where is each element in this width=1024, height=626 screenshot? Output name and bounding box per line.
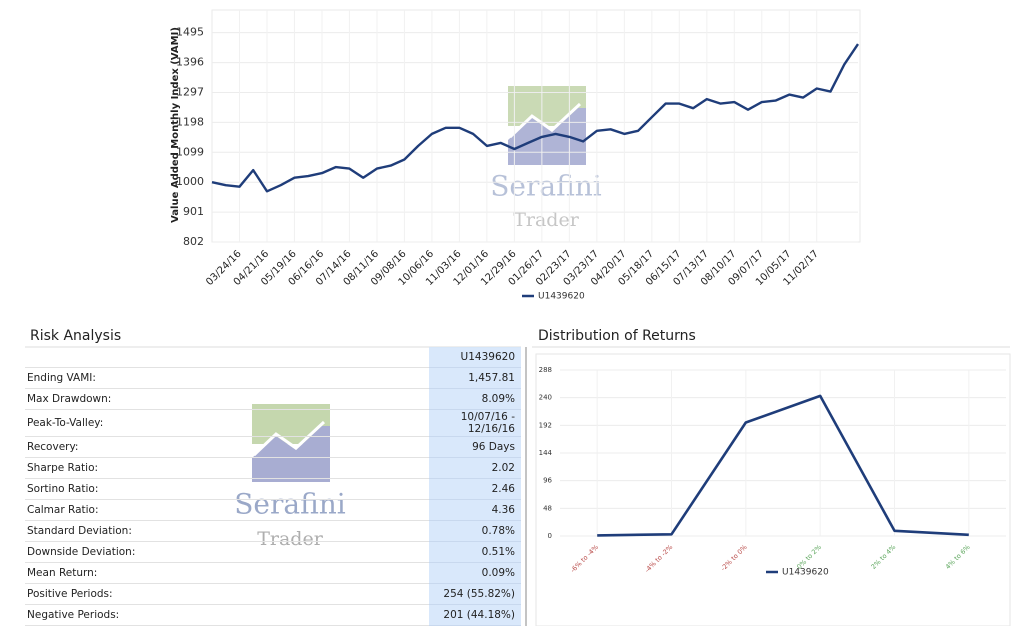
row: Peak-To-Valley: 10/07/16 - 12/16/16 (25, 409, 521, 437)
x-tick-label: -2% to 0% (719, 543, 748, 572)
cell: Mean Return: (25, 562, 429, 584)
cell: Downside Deviation: (25, 541, 429, 563)
watermark-name: Serafini (490, 170, 602, 203)
y-tick-label: 240 (539, 394, 552, 402)
column-header: U1439620 (429, 347, 521, 368)
legend-label: U1439620 (782, 568, 829, 578)
cell: Max Drawdown: (25, 388, 429, 410)
cell: Recovery: (25, 436, 429, 458)
y-tick-label: 1099 (176, 145, 204, 158)
x-tick-label: -6% to -4% (569, 543, 600, 574)
y-tick-label: 1198 (176, 115, 204, 128)
y-tick-label: 802 (183, 235, 204, 248)
y-tick-label: 1297 (176, 85, 204, 98)
x-tick-label: 2% to 4% (870, 543, 898, 571)
row: Ending VAMI: 1,457.81 (25, 367, 521, 389)
row: Mean Return: 0.09% (25, 562, 521, 584)
row: Downside Deviation: 0.51% (25, 541, 521, 563)
row: Calmar Ratio: 4.36 (25, 499, 521, 521)
y-tick-label: 48 (543, 504, 552, 512)
cell: Positive Periods: (25, 583, 429, 605)
y-tick-label: 96 (543, 477, 552, 485)
risk-table: U1439620 Ending VAMI: 1,457.81 Max Drawdo… (25, 347, 521, 626)
y-tick-label: 1396 (176, 56, 204, 69)
row: Negative Periods: 201 (44.18%) (25, 604, 521, 626)
y-tick-label: 192 (539, 421, 552, 429)
y-tick-label: 1495 (176, 26, 204, 39)
cell: Peak-To-Valley: (25, 409, 429, 437)
y-tick-label: 1000 (176, 175, 204, 188)
chart-title: Distribution of Returns (538, 328, 696, 344)
cell: 201 (44.18%) (429, 604, 521, 626)
legend-label: U1439620 (538, 292, 585, 302)
cell: Sortino Ratio: (25, 478, 429, 500)
series-line (597, 394, 969, 537)
y-tick-label: 0 (548, 532, 552, 540)
y-tick-label: 144 (539, 449, 553, 457)
row: Sortino Ratio: 2.46 (25, 478, 521, 500)
row: Positive Periods: 254 (55.82%) (25, 583, 521, 605)
cell: 8.09% (429, 388, 521, 410)
section-title: Risk Analysis (30, 328, 121, 344)
row: Standard Deviation: 0.78% (25, 520, 521, 542)
cell: 0.09% (429, 562, 521, 584)
cell: 2.46 (429, 478, 521, 500)
cell: Ending VAMI: (25, 367, 429, 389)
cell: 10/07/16 - 12/16/16 (429, 409, 521, 437)
cell (25, 347, 429, 368)
cell: Standard Deviation: (25, 520, 429, 542)
cell: 0.78% (429, 520, 521, 542)
x-tick-label: 4% to 6% (944, 543, 972, 571)
cell: 254 (55.82%) (429, 583, 521, 605)
header-row: U1439620 (25, 347, 521, 368)
cell: 0.51% (429, 541, 521, 563)
chart-frame (535, 353, 1011, 626)
watermark-subtitle: Trader (513, 209, 579, 231)
row: Max Drawdown: 8.09% (25, 388, 521, 410)
y-tick-label: 901 (183, 205, 204, 218)
cell: 1,457.81 (429, 367, 521, 389)
y-axis-label: Value Added Monthly Index (VAMI) (170, 27, 181, 223)
x-tick-label: -4% to -2% (643, 543, 674, 574)
cell: 2.02 (429, 457, 521, 479)
logo (508, 86, 586, 165)
row: Sharpe Ratio: 2.02 (25, 457, 521, 479)
cell: 4.36 (429, 499, 521, 521)
cell: Negative Periods: (25, 604, 429, 626)
y-tick-label: 288 (539, 366, 552, 374)
cell: 96 Days (429, 436, 521, 458)
cell: Sharpe Ratio: (25, 457, 429, 479)
series-line (211, 43, 859, 193)
cell: Calmar Ratio: (25, 499, 429, 521)
row: Recovery: 96 Days (25, 436, 521, 458)
